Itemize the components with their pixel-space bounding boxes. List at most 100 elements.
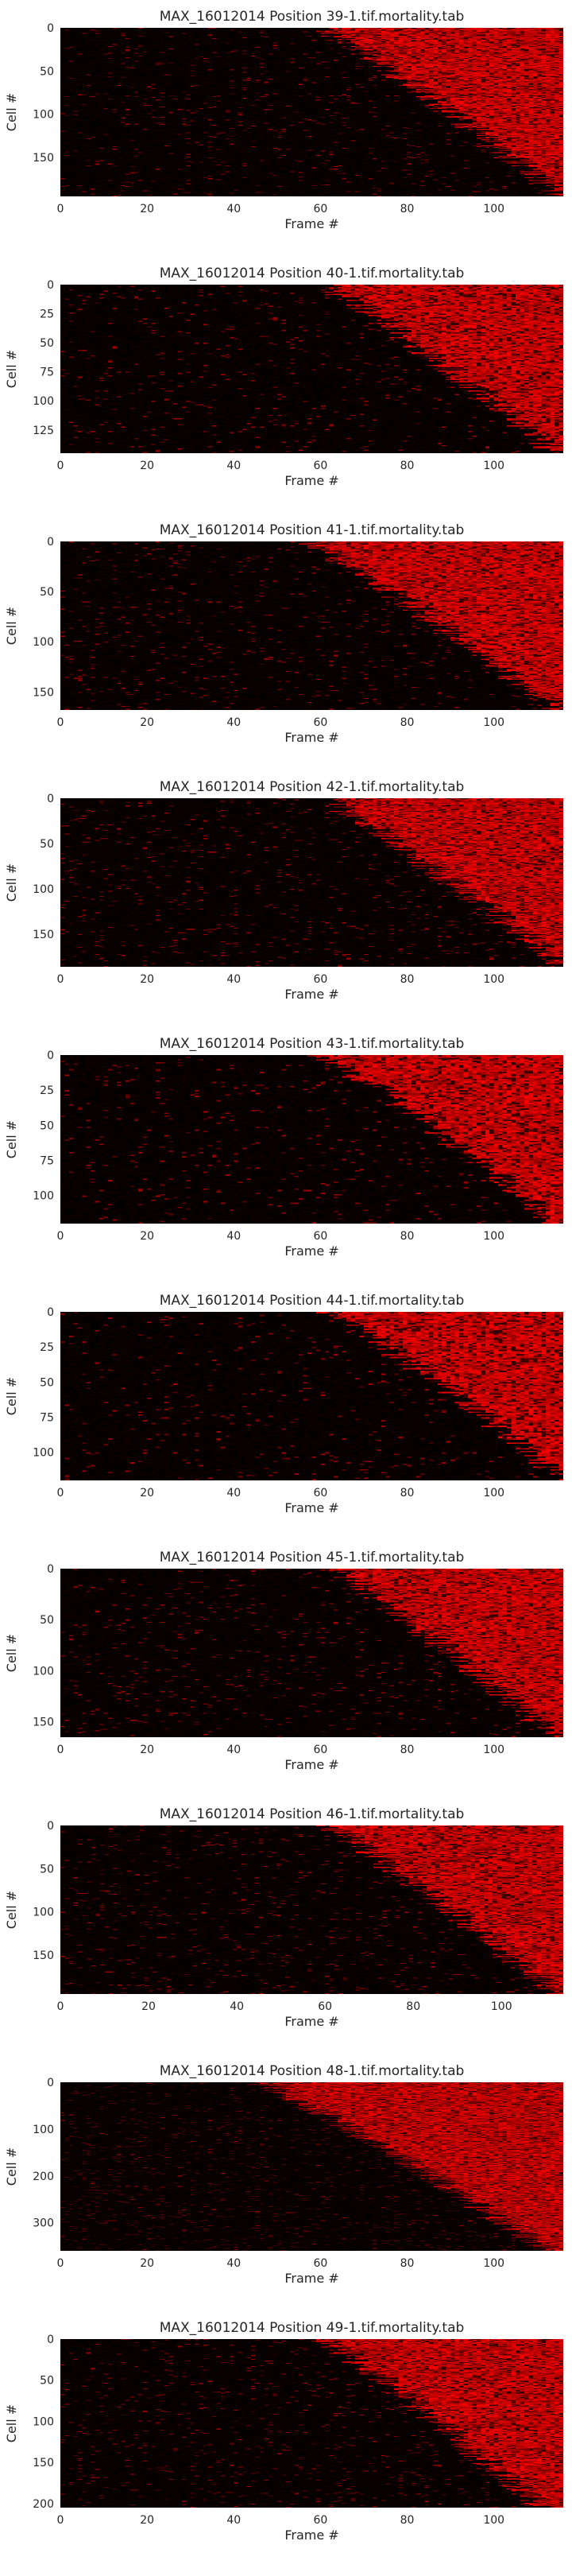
y-tick-label: 0 — [47, 279, 54, 292]
y-axis-label: Cell # — [4, 1891, 19, 1929]
x-tick-label: 20 — [140, 203, 154, 215]
x-tick-label: 60 — [313, 460, 327, 472]
x-tick-label: 80 — [400, 2514, 415, 2527]
x-tick-label: 40 — [226, 2257, 241, 2270]
y-axis-label: Cell # — [4, 1634, 19, 1672]
chart-panel: MAX_16012014 Position 46-1.tif.mortality… — [4, 1806, 563, 2029]
y-tick-label: 75 — [40, 367, 54, 379]
chart-title: MAX_16012014 Position 49-1.tif.mortality… — [160, 2320, 465, 2336]
chart-title: MAX_16012014 Position 46-1.tif.mortality… — [160, 1806, 465, 1822]
x-tick-label: 0 — [57, 1744, 64, 1756]
y-tick-label: 50 — [40, 65, 54, 78]
y-tick-label: 100 — [33, 1190, 54, 1203]
chart-panel: MAX_16012014 Position 49-1.tif.mortality… — [4, 2320, 563, 2543]
y-tick-label: 0 — [47, 2334, 54, 2346]
x-tick-label: 80 — [400, 1487, 415, 1499]
x-tick-label: 80 — [400, 973, 415, 986]
x-tick-label: 100 — [483, 1230, 504, 1243]
y-tick-label: 0 — [47, 22, 54, 35]
x-axis-label: Frame # — [284, 987, 338, 1002]
y-axis-label: Cell # — [4, 2404, 19, 2442]
x-tick-label: 60 — [313, 716, 327, 729]
y-tick-label: 150 — [33, 2457, 54, 2469]
x-tick-label: 80 — [406, 2000, 420, 2013]
chart-panel: MAX_16012014 Position 48-1.tif.mortality… — [4, 2063, 563, 2286]
y-tick-label: 200 — [33, 2171, 54, 2183]
x-tick-label: 20 — [140, 2257, 154, 2270]
x-tick-label: 20 — [140, 1744, 154, 1756]
x-tick-label: 40 — [230, 2000, 244, 2013]
chart-panel: MAX_16012014 Position 43-1.tif.mortality… — [4, 1036, 563, 1259]
x-tick-label: 0 — [57, 973, 64, 986]
y-tick-label: 0 — [47, 1563, 54, 1576]
x-tick-label: 100 — [483, 716, 504, 729]
x-tick-label: 60 — [313, 1744, 327, 1756]
x-tick-label: 20 — [140, 2514, 154, 2527]
y-axis-label: Cell # — [4, 93, 19, 131]
y-tick-label: 150 — [33, 686, 54, 699]
y-tick-label: 100 — [33, 2415, 54, 2428]
x-tick-label: 100 — [483, 203, 504, 215]
y-tick-label: 50 — [40, 1119, 54, 1132]
x-tick-label: 40 — [226, 1487, 241, 1499]
y-tick-label: 200 — [33, 2498, 54, 2511]
heatmap-image — [60, 1569, 563, 1737]
x-tick-label: 0 — [57, 2257, 64, 2270]
x-tick-label: 60 — [313, 203, 327, 215]
heatmap-image — [60, 1055, 563, 1224]
y-tick-label: 50 — [40, 838, 54, 851]
x-tick-label: 100 — [483, 460, 504, 472]
chart-title: MAX_16012014 Position 48-1.tif.mortality… — [160, 2063, 465, 2079]
x-tick-label: 100 — [483, 2257, 504, 2270]
y-tick-label: 25 — [40, 1084, 54, 1097]
y-axis-label: Cell # — [4, 1120, 19, 1158]
y-tick-label: 300 — [33, 2217, 54, 2230]
chart-panel: MAX_16012014 Position 42-1.tif.mortality… — [4, 779, 563, 1002]
y-tick-label: 25 — [40, 1341, 54, 1354]
y-tick-label: 0 — [47, 1049, 54, 1062]
chart-title: MAX_16012014 Position 44-1.tif.mortality… — [160, 1293, 465, 1309]
chart-panel: MAX_16012014 Position 41-1.tif.mortality… — [4, 522, 563, 745]
x-tick-label: 20 — [140, 1487, 154, 1499]
y-tick-label: 100 — [33, 1907, 54, 1919]
x-tick-label: 60 — [313, 1487, 327, 1499]
y-tick-label: 100 — [33, 109, 54, 122]
chart-panel: MAX_16012014 Position 39-1.tif.mortality… — [4, 9, 563, 231]
x-axis-label: Frame # — [284, 473, 338, 488]
y-tick-label: 75 — [40, 1155, 54, 1168]
y-tick-label: 0 — [47, 1306, 54, 1319]
x-tick-label: 40 — [226, 716, 241, 729]
x-tick-label: 40 — [226, 973, 241, 986]
y-tick-label: 75 — [40, 1412, 54, 1425]
y-tick-label: 150 — [33, 1949, 54, 1962]
x-tick-label: 100 — [483, 1744, 504, 1756]
x-tick-label: 20 — [140, 973, 154, 986]
x-axis-label: Frame # — [284, 730, 338, 745]
chart-title: MAX_16012014 Position 43-1.tif.mortality… — [160, 1036, 465, 1052]
chart-title: MAX_16012014 Position 40-1.tif.mortality… — [160, 266, 465, 281]
x-axis-label: Frame # — [284, 216, 338, 231]
y-tick-label: 0 — [47, 1820, 54, 1833]
x-tick-label: 20 — [141, 2000, 156, 2013]
x-tick-label: 80 — [400, 460, 415, 472]
chart-title: MAX_16012014 Position 42-1.tif.mortality… — [160, 779, 465, 795]
x-tick-label: 0 — [57, 2514, 64, 2527]
x-tick-label: 40 — [226, 1230, 241, 1243]
y-tick-label: 50 — [40, 1614, 54, 1627]
y-tick-label: 50 — [40, 337, 54, 350]
x-tick-label: 80 — [400, 1744, 415, 1756]
y-axis-label: Cell # — [4, 2147, 19, 2186]
chart-panel: MAX_16012014 Position 40-1.tif.mortality… — [4, 266, 563, 488]
y-tick-label: 150 — [33, 1717, 54, 1729]
x-axis-label: Frame # — [284, 2014, 338, 2029]
x-axis-label: Frame # — [284, 1243, 338, 1259]
y-tick-label: 100 — [33, 1665, 54, 1678]
x-tick-label: 80 — [400, 203, 415, 215]
x-tick-label: 20 — [140, 460, 154, 472]
x-tick-label: 60 — [313, 2514, 327, 2527]
y-tick-label: 25 — [40, 308, 54, 321]
x-tick-label: 80 — [400, 2257, 415, 2270]
y-tick-label: 0 — [47, 793, 54, 805]
y-tick-label: 100 — [33, 2124, 54, 2136]
y-axis-label: Cell # — [4, 863, 19, 902]
